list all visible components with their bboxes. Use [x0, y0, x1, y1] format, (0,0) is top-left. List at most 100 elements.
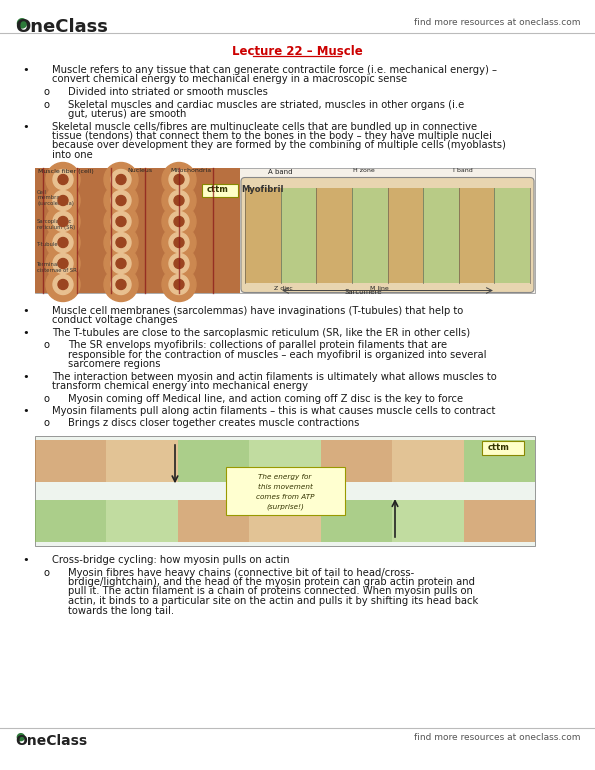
Text: o: o: [44, 393, 50, 403]
Text: Myosin fibres have heavy chains (connective bit of tail to head/cross-: Myosin fibres have heavy chains (connect…: [68, 567, 414, 578]
Text: because over development they are formed by the combining of multiple cells (myo: because over development they are formed…: [52, 140, 506, 150]
Text: •: •: [22, 327, 29, 337]
Circle shape: [169, 190, 189, 210]
Circle shape: [104, 246, 138, 280]
Circle shape: [116, 237, 126, 247]
Circle shape: [53, 212, 73, 232]
Text: tissue (tendons) that connect them to the bones in the body – they have multiple: tissue (tendons) that connect them to th…: [52, 131, 492, 141]
Text: Myofibril: Myofibril: [241, 186, 283, 195]
Text: into one: into one: [52, 150, 93, 160]
Circle shape: [169, 274, 189, 294]
Text: o: o: [44, 87, 50, 97]
Circle shape: [111, 169, 131, 189]
Text: Z disc: Z disc: [274, 286, 292, 290]
Bar: [35, 440, 107, 482]
Bar: [464, 440, 535, 482]
Text: T-tubule: T-tubule: [37, 243, 59, 247]
Text: find more resources at oneclass.com: find more resources at oneclass.com: [414, 18, 580, 27]
Text: H zone: H zone: [353, 169, 375, 173]
Bar: [423, 188, 459, 283]
Circle shape: [58, 175, 68, 185]
Text: •: •: [22, 406, 29, 416]
Text: Skeletal muscle cells/fibres are multinucleate cells that are bundled up in conn: Skeletal muscle cells/fibres are multinu…: [52, 122, 477, 132]
Text: •: •: [22, 65, 29, 75]
Text: convert chemical energy to mechanical energy in a macroscopic sense: convert chemical energy to mechanical en…: [52, 75, 407, 85]
Text: brdige/lightchain), and the head of the myosin protein can grab actin protein an: brdige/lightchain), and the head of the …: [68, 577, 475, 587]
Circle shape: [111, 253, 131, 273]
Circle shape: [46, 226, 80, 259]
Text: o: o: [44, 419, 50, 428]
Circle shape: [162, 226, 196, 259]
Circle shape: [111, 233, 131, 253]
Circle shape: [174, 259, 184, 269]
Circle shape: [174, 196, 184, 206]
Circle shape: [46, 205, 80, 239]
Text: Brings z discs closer together creates muscle contractions: Brings z discs closer together creates m…: [68, 419, 359, 428]
Circle shape: [111, 212, 131, 232]
Circle shape: [53, 233, 73, 253]
Text: OneClass: OneClass: [15, 18, 108, 36]
Text: o: o: [44, 567, 50, 578]
Bar: [35, 500, 107, 542]
Circle shape: [162, 162, 196, 196]
Circle shape: [58, 237, 68, 247]
Bar: [249, 500, 321, 542]
Text: towards the long tail.: towards the long tail.: [68, 605, 174, 615]
Text: •: •: [22, 306, 29, 316]
Circle shape: [174, 237, 184, 247]
Text: I band: I band: [453, 169, 473, 173]
Circle shape: [53, 169, 73, 189]
Circle shape: [116, 175, 126, 185]
Circle shape: [104, 183, 138, 217]
Text: ●: ●: [15, 732, 25, 742]
Circle shape: [58, 280, 68, 290]
Circle shape: [104, 226, 138, 259]
Text: Sarcomere: Sarcomere: [345, 290, 382, 296]
Bar: [352, 188, 387, 283]
Bar: [392, 440, 464, 482]
Text: transform chemical energy into mechanical energy: transform chemical energy into mechanica…: [52, 381, 308, 391]
Circle shape: [116, 196, 126, 206]
Circle shape: [174, 280, 184, 290]
Circle shape: [169, 233, 189, 253]
FancyBboxPatch shape: [226, 467, 345, 515]
Circle shape: [104, 162, 138, 196]
Text: •: •: [22, 122, 29, 132]
Text: find more resources at oneclass.com: find more resources at oneclass.com: [414, 733, 580, 742]
Text: •: •: [22, 371, 29, 381]
Bar: [35, 168, 535, 293]
Circle shape: [116, 280, 126, 290]
Bar: [178, 440, 249, 482]
Bar: [387, 188, 423, 283]
Circle shape: [46, 162, 80, 196]
Circle shape: [53, 190, 73, 210]
Circle shape: [111, 274, 131, 294]
Text: Myosin filaments pull along actin filaments – this is what causes muscle cells t: Myosin filaments pull along actin filame…: [52, 406, 496, 416]
Bar: [107, 500, 178, 542]
Bar: [494, 188, 530, 283]
Text: Divided into striated or smooth muscles: Divided into striated or smooth muscles: [68, 87, 268, 97]
Text: pull it. The actin filament is a chain of proteins connected. When myosin pulls : pull it. The actin filament is a chain o…: [68, 587, 473, 597]
Text: The interaction between myosin and actin filaments is ultimately what allows mus: The interaction between myosin and actin…: [52, 371, 497, 381]
Text: Muscle refers to any tissue that can generate contractile force (i.e. mechanical: Muscle refers to any tissue that can gen…: [52, 65, 497, 75]
Circle shape: [162, 183, 196, 217]
Circle shape: [169, 212, 189, 232]
FancyBboxPatch shape: [482, 441, 524, 455]
Bar: [249, 440, 321, 482]
Bar: [459, 188, 494, 283]
Text: Cell
membrane
(sarcolemma): Cell membrane (sarcolemma): [37, 189, 74, 206]
Circle shape: [46, 183, 80, 217]
Text: Terminal
cisternae of SR: Terminal cisternae of SR: [37, 263, 77, 273]
Circle shape: [46, 267, 80, 302]
Text: The T-tubules are close to the sarcoplasmic reticulum (SR, like the ER in other : The T-tubules are close to the sarcoplas…: [52, 327, 470, 337]
Circle shape: [162, 267, 196, 302]
Bar: [281, 188, 317, 283]
Bar: [321, 500, 392, 542]
FancyBboxPatch shape: [241, 178, 534, 293]
Bar: [107, 440, 178, 482]
Circle shape: [58, 196, 68, 206]
Text: •: •: [22, 555, 29, 565]
Circle shape: [116, 216, 126, 226]
Text: responsible for the contraction of muscles – each myofibril is organized into se: responsible for the contraction of muscl…: [68, 350, 487, 360]
Bar: [35, 168, 240, 293]
